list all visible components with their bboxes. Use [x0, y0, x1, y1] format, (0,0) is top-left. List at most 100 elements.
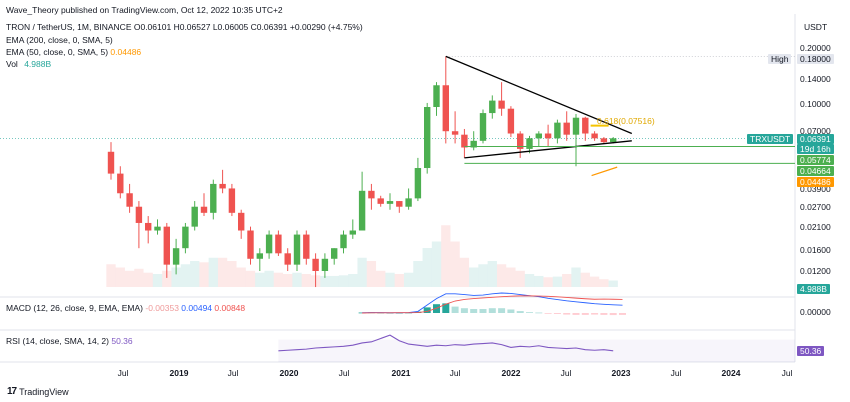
volume-bar [152, 274, 163, 287]
volume-bar [571, 267, 581, 287]
candle-body [145, 222, 152, 231]
ema50-label[interactable]: EMA (50, close, 0, SMA, 5) [6, 47, 109, 57]
volume-bar [236, 267, 246, 287]
macd-histogram-bar [563, 313, 571, 315]
rsi-label[interactable]: RSI (14, close, SMA, 14, 2) [6, 336, 109, 346]
candle-body [442, 85, 449, 132]
volume-legend: Vol 4.988B [6, 59, 51, 69]
candle-body [433, 85, 440, 108]
low-value: L0.06005 [212, 22, 249, 32]
time-axis-tick: Jul [227, 368, 239, 378]
candle-body [535, 133, 542, 139]
symbol-name[interactable]: TRON / TetherUS, 1M, BINANCE [6, 22, 132, 32]
candle-body [405, 198, 412, 207]
volume-bar [162, 270, 172, 287]
time-axis-tick: Jul [449, 368, 461, 378]
volume-bar [190, 261, 200, 287]
symbol-line: TRON / TetherUS, 1M, BINANCE O0.06101 H0… [6, 22, 363, 32]
macd-label[interactable]: MACD (12, 26, close, 9, EMA, EMA) [6, 303, 143, 313]
candle-body [349, 230, 356, 235]
candle-body [163, 226, 170, 265]
volume-tag: 4.988B [797, 284, 830, 294]
candle-body [126, 193, 133, 207]
volume-label[interactable]: Vol [6, 59, 18, 69]
time-axis-tick: Jul [560, 368, 572, 378]
candle-body [610, 138, 617, 143]
volume-bar [543, 277, 553, 287]
candle-body [451, 131, 459, 135]
volume-bar [608, 280, 618, 287]
macd-histogram-bar [535, 312, 543, 314]
candle-body [498, 100, 505, 109]
volume-bar [376, 270, 386, 287]
candle-body [461, 134, 468, 148]
time-axis-tick: 2020 [279, 368, 299, 378]
price-tick: 0.03900 [800, 184, 831, 194]
volume-bar [431, 241, 442, 287]
candle-body [265, 234, 273, 254]
volume-bar [329, 275, 339, 287]
price-tick: 0.01600 [800, 245, 831, 255]
candle-body [517, 133, 524, 149]
volume-bar [273, 272, 284, 287]
volume-bar [348, 274, 358, 287]
macd-histogram-bar [423, 307, 431, 313]
price-tick: 0.02700 [800, 202, 831, 212]
high-value: H0.06527 [173, 22, 211, 32]
macd-histogram-bar [479, 309, 487, 313]
volume-bar [255, 272, 265, 287]
volume-bar [487, 261, 497, 287]
volume-bar [283, 274, 293, 287]
candle-body [275, 234, 282, 254]
macd-histogram-bar [619, 313, 626, 315]
candle-body [591, 133, 598, 139]
resistance-trendline [445, 55, 633, 135]
volume-bar [459, 257, 470, 287]
candle-body [554, 122, 561, 139]
rsi-value: 50.36 [111, 336, 133, 346]
support1-tag: 0.05774 [797, 155, 834, 165]
candle-body [563, 122, 570, 135]
tradingview-mark-icon: 17 [7, 386, 17, 397]
volume-bar [357, 257, 367, 287]
rsi-line [278, 334, 614, 352]
candle-body [303, 234, 310, 259]
change-value: +0.00290 (+4.75%) [289, 22, 363, 32]
candle-body [479, 113, 487, 141]
volume-bar [301, 274, 311, 287]
volume-bar [320, 275, 330, 287]
ema200-label[interactable]: EMA (200, close, 0, SMA, 5) [6, 35, 113, 45]
volume-bar [403, 272, 414, 287]
candle-body [600, 138, 608, 143]
candle-body [572, 117, 580, 135]
countdown-tag: 19d 16h [797, 144, 834, 154]
candle-body [191, 206, 198, 227]
volume-bar [478, 264, 488, 287]
currency-label: USDT [804, 22, 828, 32]
volume-bar [450, 241, 460, 287]
macd-histogram-bar [498, 308, 506, 313]
macd-histogram-bar [507, 309, 515, 313]
time-axis-tick: 2019 [169, 368, 189, 378]
rsi-band [278, 339, 795, 362]
tradingview-logo[interactable]: 17 TradingView [7, 386, 69, 397]
publish-line: Wave_Theory published on TradingView.com… [6, 5, 283, 15]
price-tick: 0.10000 [800, 99, 831, 109]
macd-histogram-bar [460, 308, 468, 313]
macd-legend: MACD (12, 26, close, 9, EMA, EMA) -0.003… [6, 303, 245, 313]
candle-body [424, 107, 431, 169]
candle-body [293, 234, 301, 265]
ema50-line [591, 166, 618, 177]
time-axis-tick: Jul [781, 368, 793, 378]
volume-bar [245, 270, 256, 287]
volume-bar [599, 279, 609, 287]
candle-body [414, 168, 422, 199]
price-tick: 0.02100 [800, 222, 831, 232]
candle-body [238, 212, 245, 231]
macd-histogram-bar [526, 312, 533, 313]
candle-body [247, 230, 254, 259]
candle-body [358, 190, 366, 231]
support2-tag: 0.04664 [797, 166, 834, 176]
volume-bar [199, 262, 209, 287]
